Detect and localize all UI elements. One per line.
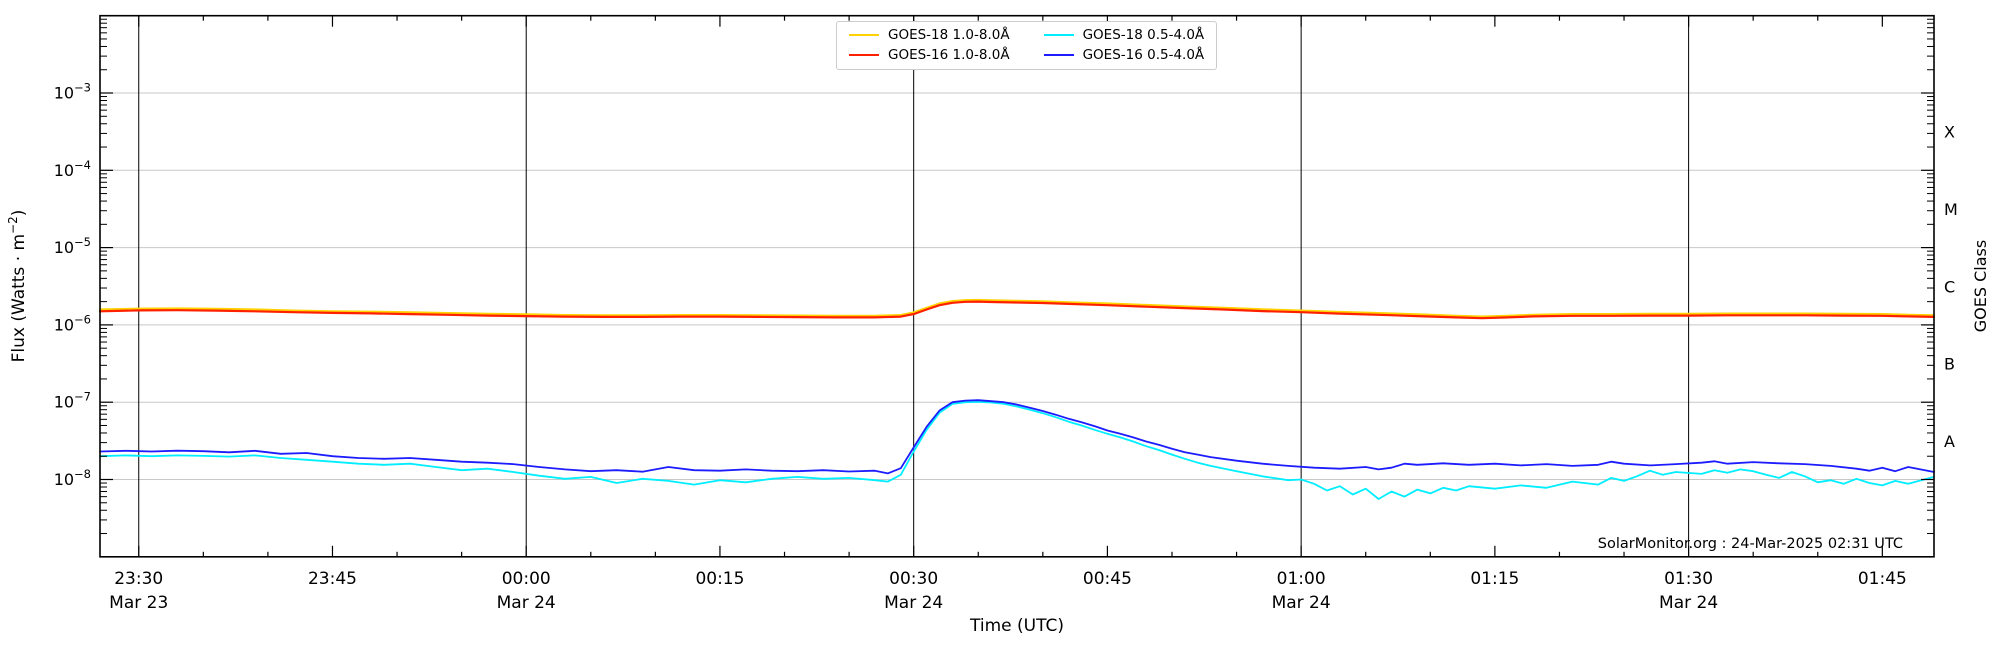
legend-item-label: GOES-16 0.5-4.0Å [1082, 46, 1205, 63]
x-tick-label: 01:30 [1664, 569, 1713, 589]
y-axis-title-close: ) [9, 210, 29, 217]
x-tick-label: 01:15 [1470, 569, 1519, 589]
chart-plot-area: 10−3 10−4 10−5 10−6 10−7 10−8 X M C B A 23:30 Mar 23… [54, 14, 1958, 613]
x-day-label: Mar 24 [884, 593, 943, 613]
goes-class-letter: X [1944, 123, 1955, 142]
y-tick-label: 10−6 [54, 312, 91, 334]
plot-border [99, 14, 1935, 558]
y-tick-label: 10−3 [54, 81, 91, 103]
chart-legend: GOES-18 1.0-8.0Å GOES-16 1.0-8.0Å GOES-18 … [836, 21, 1218, 70]
right-axis-title: GOES Class [1971, 240, 1990, 332]
legend-item-0: GOES-18 1.0-8.0Å [849, 28, 1010, 43]
legend-item-label: GOES-18 0.5-4.0Å [1082, 27, 1205, 43]
x-tick-label: 23:30 [114, 569, 163, 589]
credit-text: SolarMonitor.org : 24-Mar-2025 02:31 UTC [1598, 536, 1903, 552]
goes-class-letter: M [1944, 200, 1958, 219]
legend-item-1: GOES-16 1.0-8.0Å [849, 46, 1010, 63]
x-day-label: Mar 24 [497, 593, 556, 613]
x-day-label: Mar 23 [109, 593, 168, 613]
x-tick-label: 23:45 [308, 569, 357, 589]
y-tick-label: 10−7 [54, 390, 91, 412]
y-tick-label: 10−4 [54, 158, 91, 180]
x-tick-label: 00:30 [889, 569, 938, 589]
goes-class-letter: A [1944, 432, 1955, 451]
x-axis-title: Time (UTC) [969, 616, 1064, 636]
y-axis-title: Flux (Watts · m−2) [6, 210, 29, 363]
y-axis-title-text: Flux (Watts · m [9, 234, 29, 362]
x-day-label: Mar 24 [1659, 593, 1718, 613]
legend-item-label: GOES-18 1.0-8.0Å [888, 27, 1010, 43]
legend-item-3: GOES-16 0.5-4.0Å [1043, 46, 1205, 63]
legend-line-swatch [1043, 34, 1074, 37]
series-line-3 [99, 399, 1935, 475]
legend-item-label: GOES-16 1.0-8.0Å [888, 46, 1010, 63]
series-line-1 [98, 300, 1936, 320]
legend-line-swatch [1043, 54, 1074, 57]
legend-line-swatch [849, 34, 879, 37]
x-tick-label: 01:00 [1277, 569, 1326, 589]
x-tick-label: 00:45 [1083, 569, 1132, 589]
legend-line-swatch [849, 54, 879, 57]
y-tick-label: 10−5 [54, 235, 91, 257]
series-line-0 [98, 298, 1936, 318]
y-tick-label: 10−8 [54, 467, 91, 489]
x-day-label: Mar 24 [1272, 593, 1331, 613]
x-tick-label: 00:00 [502, 569, 551, 589]
series-line-2 [99, 401, 1935, 500]
y-axis-title-superscript: −2 [6, 216, 20, 234]
goes-class-letter: C [1944, 277, 1955, 296]
x-tick-label: 00:15 [695, 569, 744, 589]
x-tick-label: 01:45 [1858, 569, 1907, 589]
legend-item-2: GOES-18 0.5-4.0Å [1043, 27, 1205, 43]
goes-class-letter: B [1944, 355, 1955, 374]
